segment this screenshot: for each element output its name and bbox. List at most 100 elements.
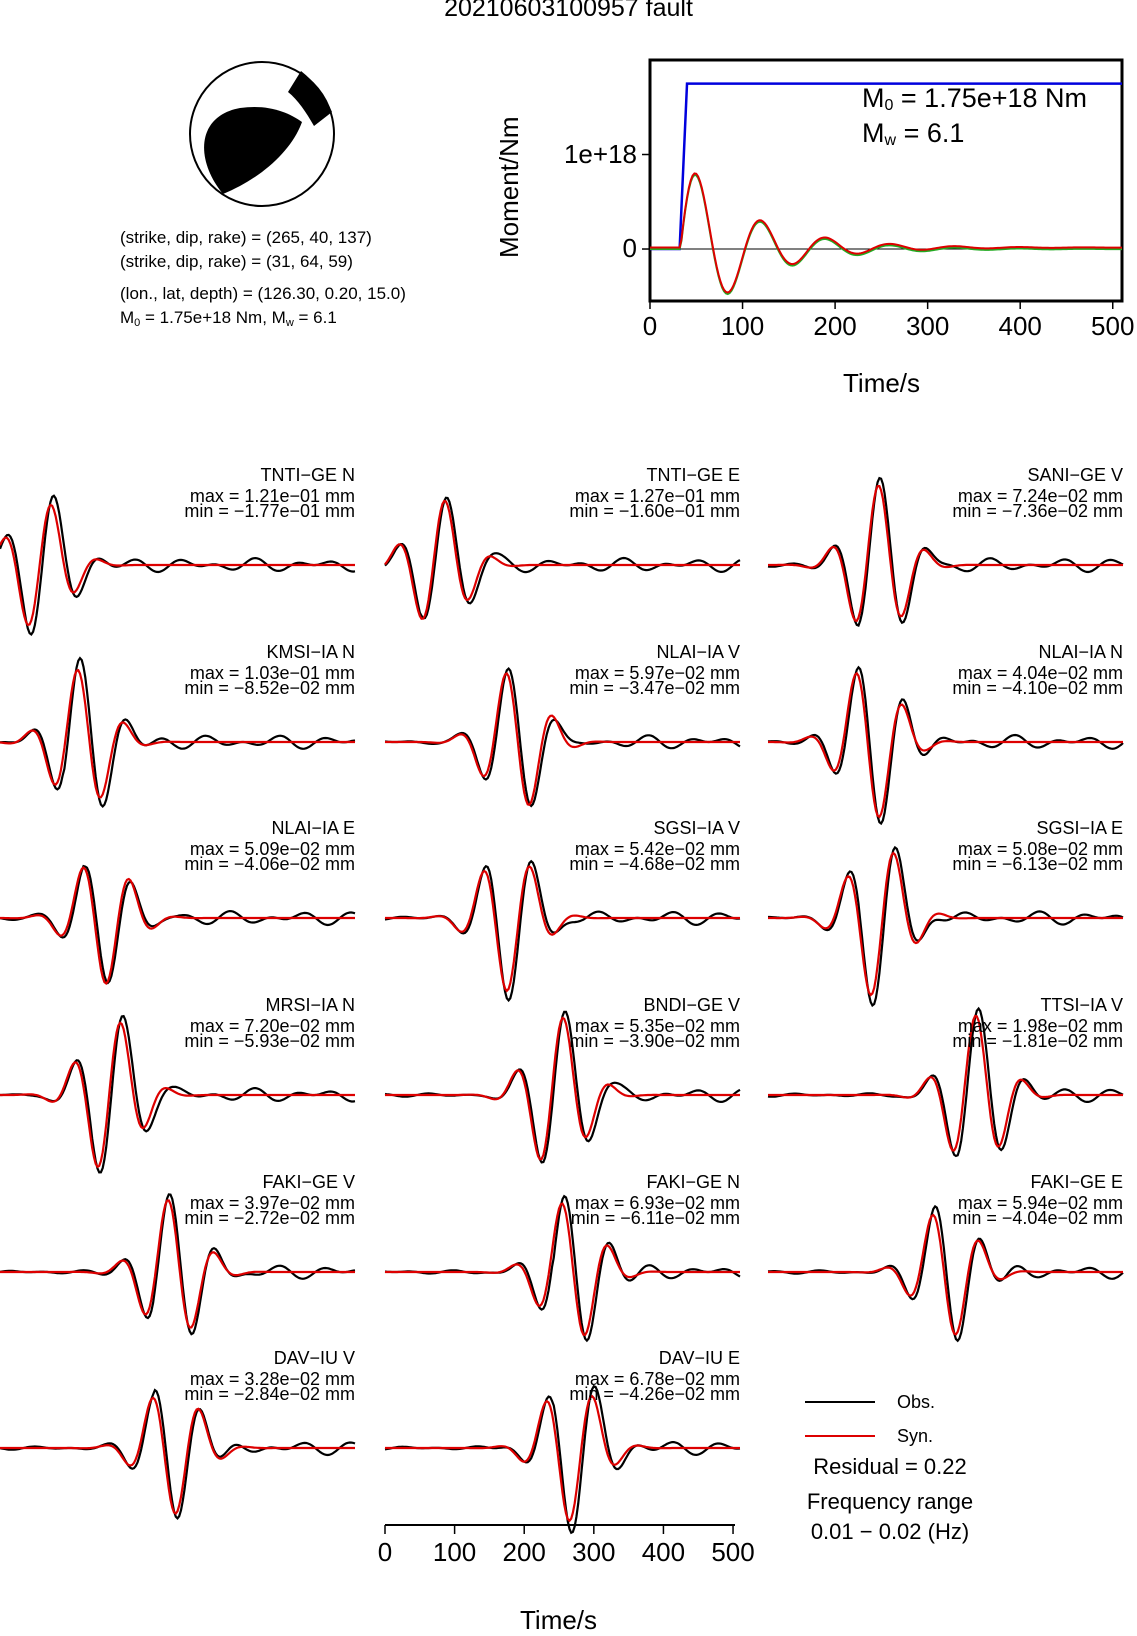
hypocenter-location: (lon., lat, depth) = (126.30, 0.20, 15.0… <box>120 284 406 303</box>
station-min: min = −3.90e−02 mm <box>569 1031 740 1051</box>
station-name: FAKI−GE E <box>1030 1172 1123 1192</box>
station-min: min = −2.84e−02 mm <box>184 1384 355 1404</box>
station-name: FAKI−GE N <box>646 1172 740 1192</box>
moment-rate-green <box>650 173 1123 296</box>
nodal-plane-2: (strike, dip, rake) = (31, 64, 59) <box>120 252 353 271</box>
station-max: max = 6.93e−02 mm <box>574 1193 740 1213</box>
moment-ytick-label: 1e+18 <box>563 138 637 169</box>
waveform-obs-trace <box>0 494 356 636</box>
waveform-obs-trace <box>0 656 356 808</box>
station-max: max = 5.09e−02 mm <box>189 839 355 859</box>
station-name: SGSI−IA V <box>653 818 740 838</box>
moment-mw-label: Mw = 6.1 <box>862 118 965 149</box>
waveform-obs-trace <box>767 476 1124 628</box>
moment-rate-red <box>650 172 1123 294</box>
waveform-xtick-label: 500 <box>711 1537 755 1567</box>
waveform-xlabel: Time/s <box>520 1605 598 1635</box>
beachball <box>189 61 335 207</box>
station-min: min = −3.47e−02 mm <box>569 678 740 698</box>
station-name: DAV−IU V <box>273 1348 355 1368</box>
waveform-xtick-label: 400 <box>641 1537 686 1567</box>
station-max: max = 7.24e−02 mm <box>957 486 1123 506</box>
station-min: min = −2.72e−02 mm <box>184 1208 355 1228</box>
waveform-obs-trace <box>0 1388 356 1521</box>
waveform-syn-trace <box>0 866 355 986</box>
moment-ytick-label: 0 <box>622 233 637 264</box>
station-name: BNDI−GE V <box>643 995 740 1015</box>
station-min: min = −4.10e−02 mm <box>952 678 1123 698</box>
waveform-obs-trace <box>0 864 356 985</box>
moment-ylabel: Moment/Nm <box>494 116 524 258</box>
station-min: min = −1.77e−01 mm <box>184 501 355 521</box>
waveform-syn-trace <box>0 668 355 799</box>
residual: Residual = 0.22 <box>813 1454 967 1479</box>
station-name: SGSI−IA E <box>1036 818 1123 838</box>
moment-m0-label: M0 = 1.75e+18 Nm <box>862 83 1088 114</box>
station-min: min = −6.11e−02 mm <box>570 1208 740 1228</box>
waveform-syn-trace <box>768 1213 1123 1336</box>
waveform-xtick-label: 0 <box>377 1537 393 1567</box>
legend-syn: Syn. <box>805 1419 935 1453</box>
waveform-xtick-label: 300 <box>572 1537 616 1567</box>
station-min: min = −6.13e−02 mm <box>952 854 1123 874</box>
station-name: TTSI−IA V <box>1040 995 1123 1015</box>
waveform-xtick-label: 100 <box>432 1537 477 1567</box>
station-name: TNTI−GE E <box>646 465 740 485</box>
moment-plot <box>642 58 1124 309</box>
station-name: KMSI−IA N <box>266 642 355 662</box>
station-min: min = −7.36e−02 mm <box>952 501 1123 521</box>
waveform-syn-trace <box>385 864 740 993</box>
legend-syn-swatch <box>805 1435 875 1437</box>
waveform-syn-trace <box>768 851 1123 997</box>
station-min: min = −1.60e−01 mm <box>569 501 740 521</box>
waveform-syn-trace <box>0 1396 355 1515</box>
station-min: min = −4.26e−02 mm <box>569 1384 740 1404</box>
legend-obs: Obs. <box>805 1385 935 1419</box>
moment-xtick-label: 0 <box>642 311 658 341</box>
waveform-syn-trace <box>768 671 1123 819</box>
station-max: max = 5.08e−02 mm <box>957 839 1123 859</box>
station-max: max = 3.97e−02 mm <box>189 1193 355 1213</box>
waveform-xtick-label: 200 <box>502 1537 546 1567</box>
station-name: DAV−IU E <box>658 1348 740 1368</box>
legend: Obs. Syn. <box>805 1385 935 1453</box>
station-max: max = 5.42e−02 mm <box>574 839 740 859</box>
moment-xtick-label: 300 <box>905 311 950 341</box>
frequency-range: Frequency range 0.01 − 0.02 (Hz) <box>806 1489 974 1544</box>
moment-magnitude-line: M0 = 1.75e+18 Nm, Mw = 6.1 <box>120 308 337 329</box>
nodal-plane-1: (strike, dip, rake) = (265, 40, 137) <box>120 228 372 247</box>
moment-xtick-label: 500 <box>1091 311 1135 341</box>
station-max: max = 1.03e−01 mm <box>189 663 355 683</box>
moment-xtick-label: 100 <box>720 311 765 341</box>
waveform-obs-trace <box>384 1384 741 1535</box>
station-max: max = 1.98e−02 mm <box>957 1016 1123 1036</box>
station-max: max = 4.04e−02 mm <box>957 663 1123 683</box>
station-name: SANI−GE V <box>1027 465 1123 485</box>
legend-obs-swatch <box>805 1401 875 1403</box>
waveform-time-axis <box>384 1524 735 1534</box>
station-name: TNTI−GE N <box>260 465 355 485</box>
station-min: min = −4.06e−02 mm <box>184 854 355 874</box>
station-max: max = 7.20e−02 mm <box>189 1016 355 1036</box>
station-max: max = 1.27e−01 mm <box>574 486 740 506</box>
station-max: max = 5.35e−02 mm <box>574 1016 740 1036</box>
station-max: max = 5.97e−02 mm <box>574 663 740 683</box>
waveform-obs-trace <box>768 845 1124 1008</box>
moment-xtick-label: 400 <box>998 311 1042 341</box>
